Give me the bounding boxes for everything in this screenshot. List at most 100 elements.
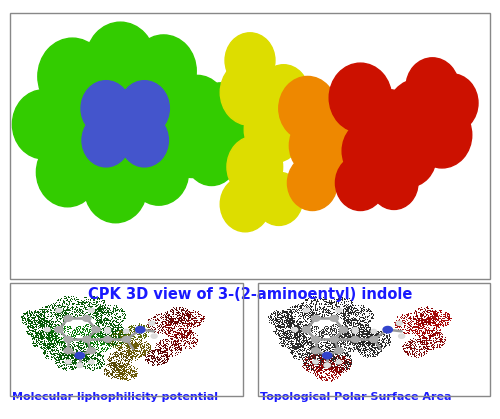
Point bbox=[358, 334, 366, 341]
Point bbox=[276, 324, 284, 331]
Point bbox=[121, 369, 129, 376]
Point bbox=[434, 329, 442, 336]
Point bbox=[47, 322, 55, 329]
Point bbox=[416, 316, 424, 323]
Point bbox=[383, 340, 391, 347]
Point bbox=[84, 337, 92, 344]
Point bbox=[333, 343, 341, 350]
Point bbox=[425, 321, 433, 327]
Point bbox=[363, 327, 371, 334]
Point bbox=[359, 322, 367, 329]
Point bbox=[314, 324, 322, 331]
Point bbox=[94, 309, 102, 316]
Point bbox=[434, 316, 442, 323]
Point bbox=[350, 333, 358, 340]
Point bbox=[330, 332, 338, 339]
Point bbox=[322, 339, 330, 345]
Point bbox=[99, 320, 107, 327]
Point bbox=[143, 346, 151, 353]
Point bbox=[323, 362, 331, 369]
Point bbox=[430, 344, 438, 350]
Point bbox=[78, 300, 86, 307]
Point bbox=[144, 326, 152, 332]
Point bbox=[119, 375, 127, 381]
Point bbox=[182, 334, 190, 340]
Point bbox=[124, 336, 132, 342]
Point bbox=[314, 325, 322, 332]
Point bbox=[82, 344, 90, 351]
Point bbox=[132, 345, 140, 352]
Point bbox=[133, 350, 141, 357]
Point bbox=[156, 348, 164, 354]
Point bbox=[428, 331, 436, 338]
Point bbox=[438, 321, 446, 328]
Point bbox=[377, 344, 385, 350]
Point bbox=[92, 340, 100, 347]
Point bbox=[273, 308, 281, 314]
Point bbox=[296, 347, 304, 353]
Point bbox=[94, 320, 102, 326]
Point bbox=[58, 326, 66, 332]
Point bbox=[110, 328, 118, 335]
Point bbox=[119, 367, 127, 374]
Point bbox=[116, 363, 124, 370]
Point bbox=[346, 360, 354, 367]
Point bbox=[176, 342, 184, 349]
Point bbox=[163, 321, 171, 328]
Point bbox=[86, 349, 94, 355]
Point bbox=[162, 326, 170, 333]
Point bbox=[72, 324, 80, 331]
Point bbox=[120, 367, 128, 374]
Point bbox=[160, 310, 168, 317]
Point bbox=[176, 348, 184, 355]
Point bbox=[144, 350, 152, 357]
Point bbox=[343, 305, 351, 312]
Point bbox=[283, 310, 291, 317]
Point bbox=[86, 334, 94, 341]
Point bbox=[422, 319, 430, 326]
Point bbox=[413, 328, 421, 334]
Point bbox=[314, 363, 322, 370]
Point bbox=[76, 361, 84, 367]
Point bbox=[310, 297, 318, 303]
Point bbox=[50, 331, 58, 337]
Point bbox=[376, 343, 384, 349]
Point bbox=[90, 334, 98, 341]
Point bbox=[376, 332, 384, 339]
Point bbox=[428, 333, 436, 340]
Point bbox=[116, 313, 124, 319]
Point bbox=[319, 356, 327, 363]
Point bbox=[286, 321, 294, 328]
Point bbox=[93, 294, 101, 301]
Point bbox=[288, 317, 296, 324]
Point bbox=[166, 323, 174, 330]
Point bbox=[84, 346, 92, 352]
Point bbox=[146, 342, 154, 349]
Point bbox=[362, 337, 370, 344]
Point bbox=[189, 330, 197, 337]
Point bbox=[175, 304, 183, 311]
Point bbox=[342, 360, 349, 366]
Point bbox=[42, 317, 50, 324]
Point bbox=[366, 326, 374, 333]
Point bbox=[186, 334, 194, 341]
Point bbox=[113, 316, 121, 322]
Point bbox=[188, 321, 196, 327]
Point bbox=[428, 316, 436, 323]
Point bbox=[116, 350, 124, 357]
Point bbox=[192, 336, 200, 342]
Point bbox=[158, 319, 166, 326]
Point bbox=[295, 356, 303, 362]
Point bbox=[426, 329, 434, 336]
Point bbox=[336, 344, 344, 351]
Point bbox=[166, 318, 174, 324]
Point bbox=[423, 303, 431, 310]
Point bbox=[160, 344, 168, 351]
Point bbox=[356, 324, 364, 331]
Point bbox=[27, 321, 35, 328]
Point bbox=[95, 308, 103, 314]
Point bbox=[132, 348, 140, 354]
Point bbox=[106, 334, 114, 341]
Point bbox=[164, 336, 172, 343]
Point bbox=[113, 342, 121, 349]
